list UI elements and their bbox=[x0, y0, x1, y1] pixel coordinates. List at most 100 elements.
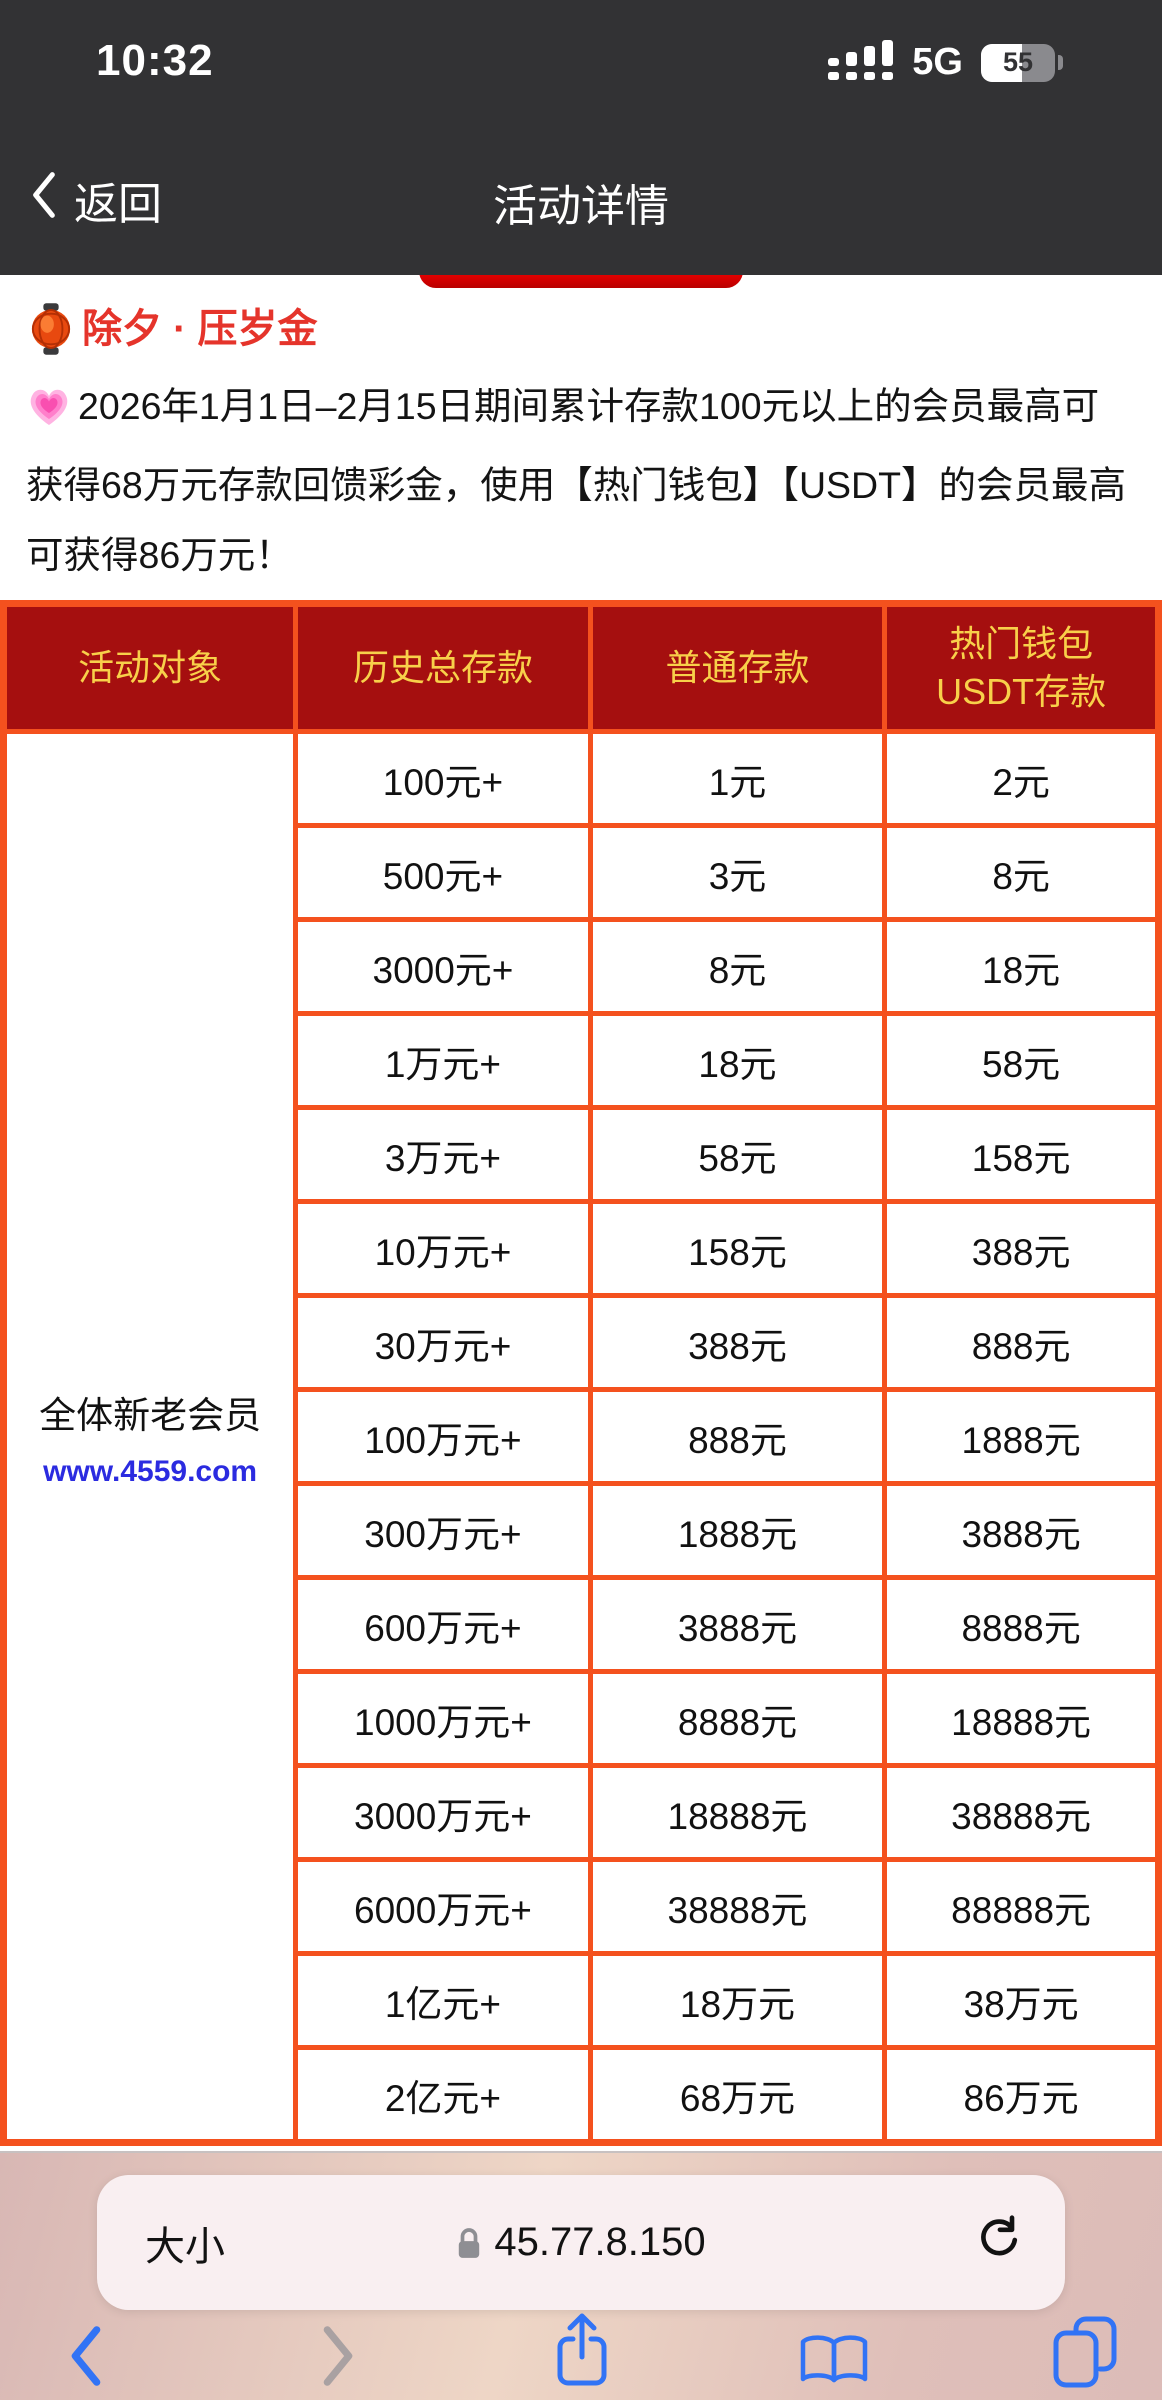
normal-bonus-cell: 158元 bbox=[587, 1199, 888, 1298]
share-icon bbox=[551, 2313, 613, 2395]
normal-bonus-cell: 38888元 bbox=[587, 1857, 888, 1956]
table-row: 500元+ 3元 8元 bbox=[4, 823, 1161, 922]
page-title: 活动详情 bbox=[493, 182, 669, 231]
audience-label: 全体新老会员 bbox=[39, 1394, 262, 1436]
back-nav-button[interactable] bbox=[68, 2325, 104, 2392]
usdt-bonus-cell: 2元 bbox=[882, 729, 1161, 828]
audience-link[interactable]: www.4559.com bbox=[43, 1454, 258, 1488]
normal-bonus-cell: 8888元 bbox=[587, 1669, 888, 1768]
threshold-cell: 3万元+ bbox=[293, 1105, 593, 1204]
threshold-cell: 500元+ bbox=[293, 823, 593, 922]
text-size-button[interactable]: 大小 bbox=[145, 2224, 225, 2269]
usdt-bonus-cell: 158元 bbox=[882, 1105, 1161, 1204]
usdt-bonus-cell: 8元 bbox=[882, 823, 1161, 922]
threshold-cell: 6000万元+ bbox=[293, 1857, 593, 1956]
status-time: 10:32 bbox=[96, 36, 214, 85]
lantern-icon bbox=[30, 303, 72, 355]
table-row: 1亿元+ 18万元 38万元 bbox=[4, 1951, 1161, 2050]
tabs-button[interactable] bbox=[1052, 2315, 1118, 2394]
back-label: 返回 bbox=[74, 180, 162, 229]
normal-bonus-cell: 1元 bbox=[587, 729, 888, 828]
table-row: 100万元+ 888元 1888元 bbox=[4, 1387, 1161, 1486]
threshold-cell: 1000万元+ bbox=[293, 1669, 593, 1768]
normal-bonus-cell: 18888元 bbox=[587, 1763, 888, 1862]
header-normal-deposit: 普通存款 bbox=[587, 601, 888, 734]
browser-toolbar: 大小 45.77.8.150 bbox=[0, 2151, 1162, 2400]
back-button[interactable]: 返回 bbox=[30, 168, 162, 232]
header-usdt-line2: USDT存款 bbox=[936, 671, 1107, 712]
usdt-bonus-cell: 86万元 bbox=[882, 2045, 1161, 2145]
table-row: 全体新老会员 www.4559.com 100元+ 1元 2元 bbox=[0, 729, 1161, 2145]
normal-bonus-cell: 1888元 bbox=[587, 1481, 888, 1580]
threshold-cell: 10万元+ bbox=[293, 1199, 593, 1298]
threshold-cell: 1万元+ bbox=[293, 1011, 593, 1110]
url-text[interactable]: 45.77.8.150 bbox=[494, 2220, 706, 2264]
reload-button[interactable] bbox=[973, 2175, 1025, 2310]
threshold-cell: 3000元+ bbox=[293, 917, 593, 1016]
table-row: 1万元+ 18元 58元 bbox=[4, 1011, 1161, 1110]
normal-bonus-cell: 18元 bbox=[587, 1011, 888, 1110]
table-row: 1000万元+ 8888元 18888元 bbox=[4, 1669, 1161, 1768]
threshold-cell: 3000万元+ bbox=[293, 1763, 593, 1862]
usdt-bonus-cell: 38万元 bbox=[882, 1951, 1161, 2050]
threshold-cell: 600万元+ bbox=[293, 1575, 593, 1674]
header-total-deposit: 历史总存款 bbox=[293, 601, 593, 734]
usdt-bonus-cell: 3888元 bbox=[882, 1481, 1161, 1580]
deposit-table: 活动对象 历史总存款 普通存款 热门钱包 USDT存款 全体新老会员 www.45… bbox=[0, 600, 1162, 2146]
threshold-cell: 1亿元+ bbox=[293, 1951, 593, 2050]
table-row: 30万元+ 388元 888元 bbox=[4, 1293, 1161, 1392]
usdt-bonus-cell: 88888元 bbox=[882, 1857, 1161, 1956]
normal-bonus-cell: 3元 bbox=[587, 823, 888, 922]
deposit-table-body: 全体新老会员 www.4559.com 100元+ 1元 2元 500元+ 3元 8元 3000… bbox=[0, 729, 1161, 2145]
usdt-bonus-cell: 388元 bbox=[882, 1199, 1161, 1298]
normal-bonus-cell: 18万元 bbox=[587, 1951, 888, 2050]
battery-icon: 55 bbox=[981, 43, 1063, 82]
table-row: 3000元+ 8元 18元 bbox=[4, 917, 1161, 1016]
threshold-cell: 100万元+ bbox=[293, 1387, 593, 1486]
table-row: 2亿元+ 68万元 86万元 bbox=[4, 2045, 1161, 2145]
promo-description: 2026年1月1日–2月15日期间累计存款100元以上的会员最高可获得68万元存… bbox=[26, 371, 1136, 590]
threshold-cell: 300万元+ bbox=[293, 1481, 593, 1580]
share-button[interactable] bbox=[551, 2311, 613, 2396]
promo-title: 除夕 · 压岁金 bbox=[82, 307, 318, 351]
back-chevron-icon bbox=[30, 171, 58, 230]
normal-bonus-cell: 3888元 bbox=[587, 1575, 888, 1674]
status-indicators: 5G 55 bbox=[828, 40, 1063, 85]
promo-title-row: 除夕 · 压岁金 bbox=[30, 301, 1162, 357]
table-row: 6000万元+ 38888元 88888元 bbox=[4, 1857, 1161, 1956]
threshold-cell: 30万元+ bbox=[293, 1293, 593, 1392]
network-label: 5G bbox=[912, 41, 963, 83]
normal-bonus-cell: 68万元 bbox=[587, 2045, 888, 2145]
reload-icon bbox=[973, 2214, 1025, 2271]
normal-bonus-cell: 888元 bbox=[587, 1387, 888, 1486]
table-row: 600万元+ 3888元 8888元 bbox=[4, 1575, 1161, 1674]
header-audience: 活动对象 bbox=[0, 601, 299, 734]
usdt-bonus-cell: 18元 bbox=[882, 917, 1161, 1016]
header-usdt-deposit: 热门钱包 USDT存款 bbox=[882, 601, 1161, 734]
lock-icon bbox=[456, 2226, 482, 2260]
table-row: 3000万元+ 18888元 38888元 bbox=[4, 1763, 1161, 1862]
normal-bonus-cell: 58元 bbox=[587, 1105, 888, 1204]
table-row: 300万元+ 1888元 3888元 bbox=[4, 1481, 1161, 1580]
table-header-row: 活动对象 历史总存款 普通存款 热门钱包 USDT存款 bbox=[0, 601, 1161, 734]
tabs-icon bbox=[1052, 2316, 1118, 2393]
usdt-bonus-cell: 1888元 bbox=[882, 1387, 1161, 1486]
signal-icon bbox=[828, 40, 894, 85]
usdt-bonus-cell: 18888元 bbox=[882, 1669, 1161, 1768]
normal-bonus-cell: 8元 bbox=[587, 917, 888, 1016]
battery-percent: 55 bbox=[1002, 47, 1034, 77]
header-usdt-line1: 热门钱包 bbox=[949, 623, 1094, 664]
usdt-bonus-cell: 58元 bbox=[882, 1011, 1161, 1110]
heart-icon bbox=[26, 389, 72, 436]
usdt-bonus-cell: 888元 bbox=[882, 1293, 1161, 1392]
promo-description-text: 2026年1月1日–2月15日期间累计存款100元以上的会员最高可获得68万元存… bbox=[26, 385, 1127, 576]
forward-nav-button[interactable] bbox=[320, 2325, 356, 2392]
usdt-bonus-cell: 38888元 bbox=[882, 1763, 1161, 1862]
table-row: 3万元+ 58元 158元 bbox=[4, 1105, 1161, 1204]
threshold-cell: 100元+ bbox=[293, 729, 593, 828]
promo-content: 除夕 · 压岁金 2026年1月1日–2月15日期间累计存款100元以上的会员最… bbox=[0, 275, 1162, 2146]
bookmarks-button[interactable] bbox=[798, 2331, 870, 2394]
address-bar[interactable]: 大小 45.77.8.150 bbox=[97, 2175, 1065, 2310]
book-icon bbox=[798, 2335, 870, 2393]
